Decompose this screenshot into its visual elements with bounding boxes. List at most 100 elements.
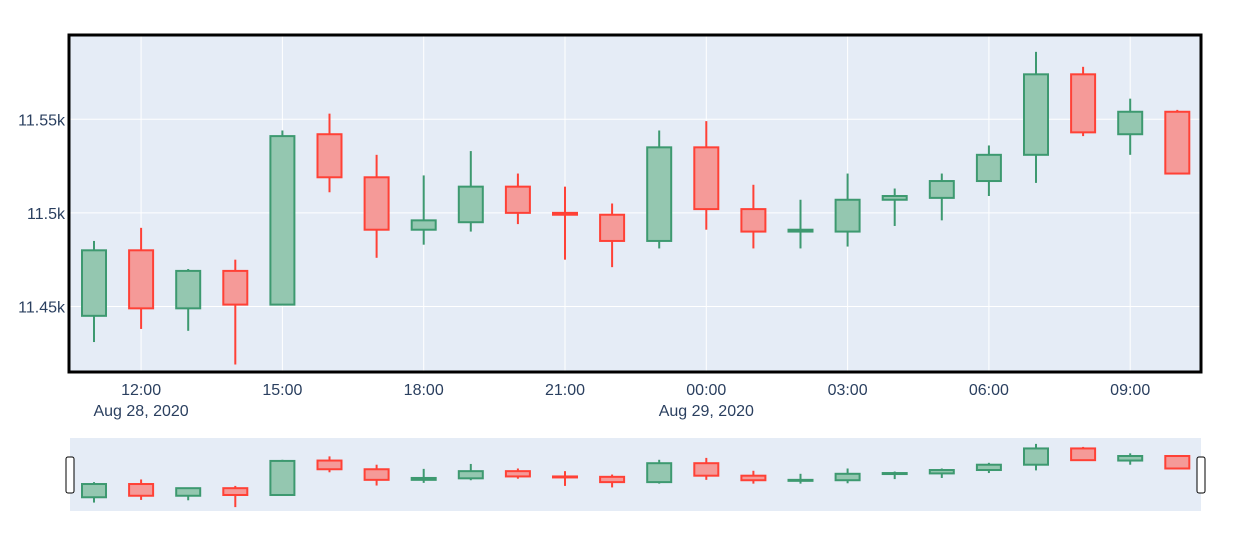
candle-decreasing bbox=[552, 186, 578, 260]
mini-candle bbox=[81, 482, 107, 503]
candle-body bbox=[975, 153, 1002, 183]
grid-lines bbox=[70, 35, 1201, 372]
mini-candle bbox=[881, 471, 908, 480]
mini-candle-body bbox=[1164, 455, 1191, 470]
mini-candle bbox=[693, 457, 720, 480]
candle-body bbox=[1117, 110, 1144, 136]
mini-candle-body bbox=[881, 472, 908, 476]
candle-body bbox=[128, 249, 155, 310]
candle-body bbox=[363, 176, 390, 231]
x-tick-date-label: Aug 29, 2020 bbox=[659, 403, 754, 420]
candle-decreasing bbox=[740, 184, 767, 249]
mini-candle bbox=[740, 470, 767, 484]
candle-body bbox=[599, 213, 626, 242]
mini-candle-body bbox=[975, 463, 1002, 472]
range-slider-left-handle[interactable] bbox=[65, 456, 75, 494]
candle-increasing bbox=[881, 188, 908, 226]
x-tick-label: 09:00 bbox=[1110, 382, 1150, 399]
mini-candle-body bbox=[599, 475, 626, 484]
candle-decreasing bbox=[128, 227, 155, 329]
mini-candle-body bbox=[693, 462, 720, 477]
candle-body bbox=[269, 135, 296, 306]
mini-candle-body bbox=[363, 468, 390, 481]
y-tick-label: 11.45k bbox=[18, 299, 66, 316]
candle-body bbox=[787, 228, 814, 233]
mini-candle bbox=[552, 471, 578, 486]
mini-candle-body bbox=[1117, 455, 1144, 462]
mini-candle-body bbox=[410, 476, 437, 481]
mini-candle-body bbox=[1023, 447, 1049, 466]
candle-body bbox=[457, 185, 484, 224]
mini-candle-body bbox=[316, 459, 343, 471]
mini-candle-body bbox=[128, 483, 155, 497]
range-slider[interactable] bbox=[65, 438, 1206, 511]
y-tick-label: 11.5k bbox=[27, 206, 66, 223]
mini-candle bbox=[787, 473, 814, 484]
candle-increasing bbox=[410, 175, 437, 245]
candle-increasing bbox=[1117, 98, 1144, 155]
mini-candle bbox=[928, 468, 955, 478]
mini-candle bbox=[646, 459, 673, 484]
candle-body bbox=[552, 211, 578, 216]
candle-body bbox=[693, 146, 720, 211]
mini-candle bbox=[1164, 455, 1191, 470]
x-tick-label: 18:00 bbox=[404, 382, 444, 399]
x-tick-label: 12:00 bbox=[121, 382, 161, 399]
candle-increasing bbox=[787, 199, 814, 249]
mini-candle bbox=[1070, 446, 1097, 462]
x-tick-label: 06:00 bbox=[969, 382, 1009, 399]
candle-decreasing bbox=[316, 113, 343, 193]
x-axis-ticks: 12:00 Aug 28, 2020 15:00 18:00 21:00 00:00 Aug… bbox=[93, 382, 1150, 420]
candle-body bbox=[1164, 110, 1191, 175]
y-axis-ticks: 11.45k 11.5k 11.55k bbox=[18, 112, 66, 316]
candle-decreasing bbox=[693, 121, 720, 230]
mini-candle bbox=[316, 456, 343, 473]
candle-increasing bbox=[975, 145, 1002, 197]
plot-frame bbox=[67, 33, 1203, 374]
mini-candle-body bbox=[646, 462, 673, 484]
candle-increasing bbox=[834, 173, 861, 247]
mini-candle bbox=[504, 468, 531, 479]
x-tick-label: 21:00 bbox=[545, 382, 585, 399]
candle-increasing bbox=[646, 130, 673, 249]
mini-candle bbox=[1023, 443, 1049, 471]
mini-candle bbox=[457, 463, 484, 481]
candle-increasing bbox=[1023, 51, 1049, 183]
plot-background bbox=[70, 35, 1201, 372]
mini-candle bbox=[599, 474, 626, 488]
candle-body bbox=[646, 146, 673, 242]
candle-body bbox=[222, 269, 249, 306]
candle-increasing bbox=[928, 173, 955, 221]
candle-body bbox=[81, 249, 107, 317]
mini-candle bbox=[1117, 453, 1144, 465]
x-tick-label: 00:00 bbox=[686, 382, 726, 399]
candle-body bbox=[410, 219, 437, 231]
candle-increasing bbox=[457, 151, 484, 232]
x-tick-date-label: Aug 28, 2020 bbox=[93, 403, 188, 420]
candle-body bbox=[175, 269, 202, 310]
candle-body bbox=[740, 208, 767, 233]
candle-body bbox=[834, 198, 861, 233]
candle-increasing bbox=[269, 130, 296, 306]
mini-candle-body bbox=[81, 483, 107, 499]
mini-candle-body bbox=[552, 475, 578, 479]
candle-decreasing bbox=[363, 154, 390, 258]
range-slider-background[interactable] bbox=[70, 438, 1201, 511]
candle-body bbox=[1070, 73, 1097, 134]
mini-candle bbox=[222, 485, 249, 508]
mini-candle-body bbox=[1070, 447, 1097, 462]
mini-candle-body bbox=[787, 478, 814, 482]
x-tick-label: 03:00 bbox=[828, 382, 868, 399]
mini-candle bbox=[834, 468, 861, 484]
candle-decreasing bbox=[599, 203, 626, 268]
mini-candle bbox=[269, 459, 296, 496]
candle-body bbox=[504, 185, 531, 214]
candle-decreasing bbox=[504, 173, 531, 225]
candle-decreasing bbox=[1164, 109, 1191, 175]
range-slider-right-handle[interactable] bbox=[1196, 456, 1206, 494]
mini-candle-body bbox=[834, 472, 861, 482]
mini-candle-body bbox=[457, 470, 484, 480]
mini-candle bbox=[175, 487, 202, 501]
mini-candle-body bbox=[269, 459, 296, 496]
